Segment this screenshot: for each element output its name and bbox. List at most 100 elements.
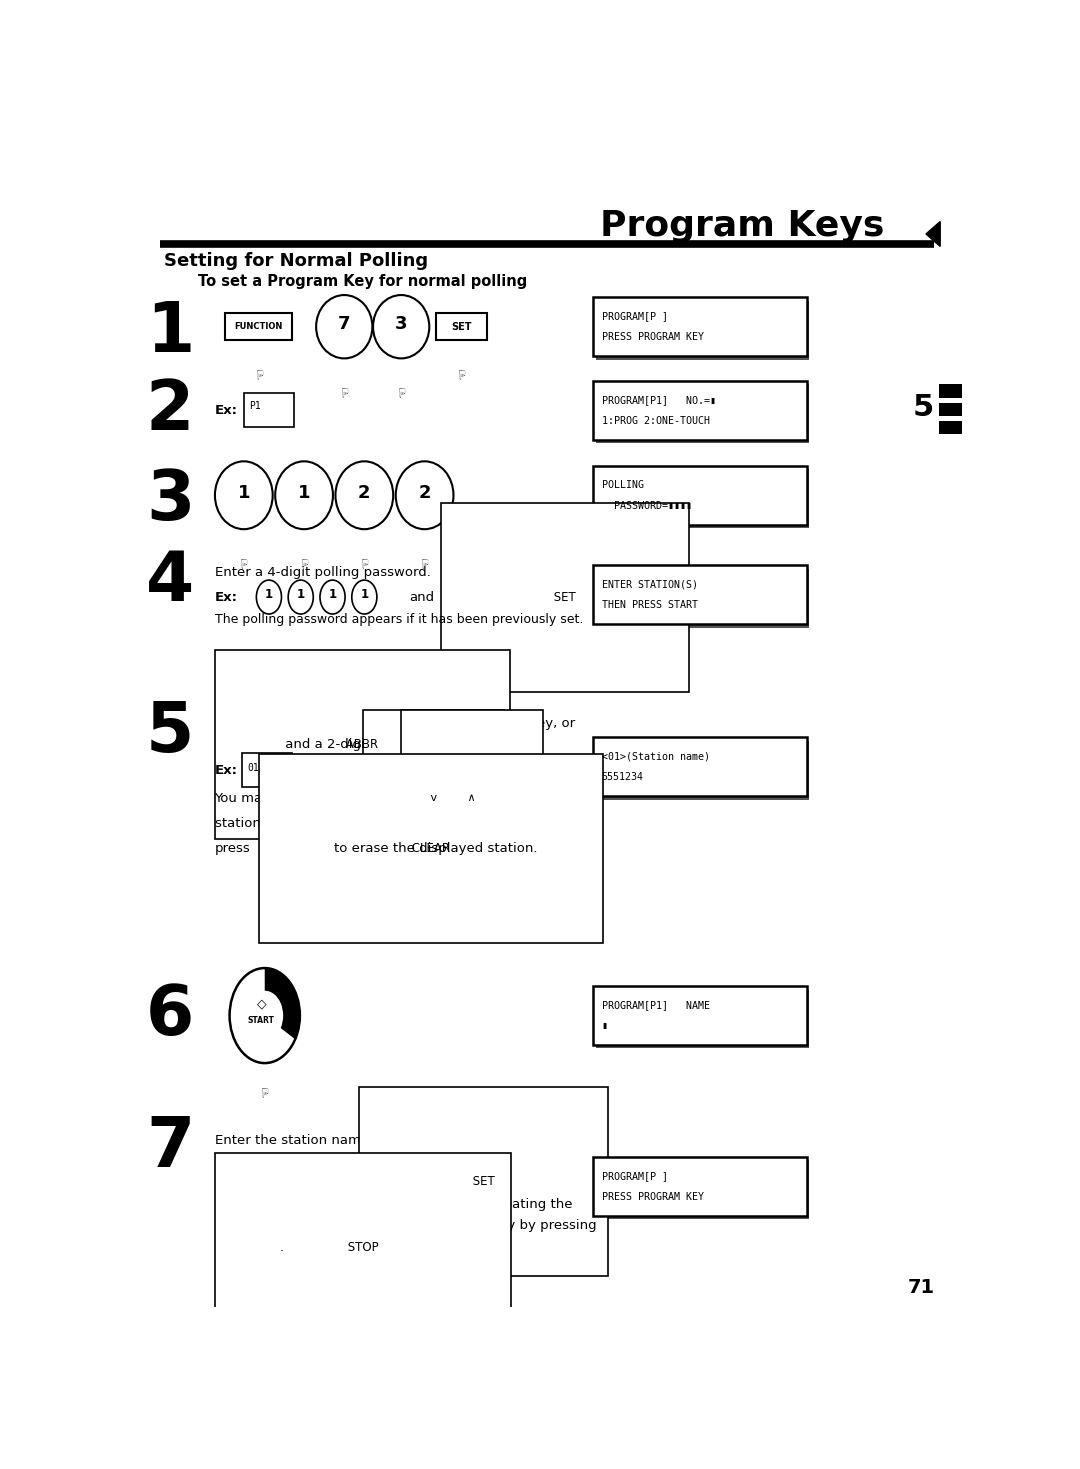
Ellipse shape — [275, 461, 333, 529]
FancyBboxPatch shape — [593, 1158, 807, 1216]
Text: START: START — [248, 1015, 274, 1024]
Text: 01: 01 — [247, 762, 259, 773]
Text: ABBR: ABBR — [342, 737, 382, 751]
Text: ☝: ☝ — [300, 554, 308, 567]
FancyBboxPatch shape — [939, 420, 962, 435]
Ellipse shape — [336, 461, 393, 529]
Circle shape — [256, 580, 282, 614]
Text: 5551234: 5551234 — [602, 773, 644, 783]
Text: ENTER STATION(S): ENTER STATION(S) — [602, 579, 698, 589]
Text: PROGRAM[P ]: PROGRAM[P ] — [602, 1171, 667, 1181]
Text: SET: SET — [550, 591, 580, 604]
Text: 1:PROG 2:ONE-TOUCH: 1:PROG 2:ONE-TOUCH — [602, 416, 710, 426]
Text: 2: 2 — [146, 378, 194, 444]
FancyBboxPatch shape — [242, 754, 293, 787]
Text: PRESS PROGRAM KEY: PRESS PROGRAM KEY — [602, 1191, 704, 1202]
Text: You can now set other Program Keys by repeating the: You can now set other Program Keys by re… — [215, 1199, 573, 1210]
Text: PROGRAM[P ]: PROGRAM[P ] — [602, 311, 667, 322]
FancyBboxPatch shape — [593, 466, 807, 524]
FancyBboxPatch shape — [593, 737, 807, 796]
FancyBboxPatch shape — [939, 403, 962, 416]
Text: ☝: ☝ — [421, 554, 429, 567]
FancyBboxPatch shape — [596, 740, 809, 799]
Text: v: v — [427, 793, 441, 804]
Text: PASSWORD=▮▮▮▮: PASSWORD=▮▮▮▮ — [602, 501, 691, 511]
Text: 3: 3 — [146, 467, 194, 535]
FancyBboxPatch shape — [259, 754, 603, 943]
Text: ▮: ▮ — [602, 1021, 608, 1031]
FancyBboxPatch shape — [593, 380, 807, 439]
Text: 7: 7 — [146, 1115, 194, 1181]
Text: and: and — [409, 591, 434, 604]
FancyBboxPatch shape — [593, 566, 807, 624]
FancyBboxPatch shape — [593, 986, 807, 1044]
Text: Ex:: Ex: — [215, 591, 238, 604]
Text: press: press — [215, 842, 251, 855]
Text: SET: SET — [469, 1175, 498, 1188]
Ellipse shape — [395, 461, 454, 529]
Text: 1: 1 — [297, 588, 305, 601]
Text: 3: 3 — [395, 316, 407, 333]
Text: 1: 1 — [265, 588, 273, 601]
Text: ☝: ☝ — [397, 383, 405, 397]
FancyBboxPatch shape — [215, 1153, 512, 1341]
Text: THEN PRESS START: THEN PRESS START — [602, 601, 698, 611]
Text: ☝: ☝ — [255, 366, 262, 378]
Text: Setting for Normal Polling: Setting for Normal Polling — [164, 253, 429, 270]
FancyBboxPatch shape — [939, 385, 962, 398]
Text: To set a Program Key for normal polling: To set a Program Key for normal polling — [198, 275, 527, 289]
Text: 1: 1 — [328, 588, 337, 601]
FancyBboxPatch shape — [226, 313, 293, 341]
Text: Character keys (see page 10).: Character keys (see page 10). — [215, 1153, 416, 1166]
Text: You may use the: You may use the — [215, 792, 325, 805]
Ellipse shape — [316, 295, 373, 358]
Text: The polling password appears if it has been previously set.: The polling password appears if it has b… — [215, 613, 583, 626]
Text: Enter a 4-digit polling password.: Enter a 4-digit polling password. — [215, 566, 431, 579]
Text: <01>(Station name): <01>(Station name) — [602, 751, 710, 761]
FancyBboxPatch shape — [215, 649, 510, 839]
Text: 1: 1 — [146, 298, 194, 366]
Text: POLLING: POLLING — [602, 480, 644, 489]
Text: 1: 1 — [238, 483, 251, 502]
Polygon shape — [926, 222, 941, 247]
Text: 5: 5 — [146, 699, 194, 767]
FancyBboxPatch shape — [596, 990, 809, 1049]
FancyBboxPatch shape — [596, 301, 809, 360]
Text: Ex:: Ex: — [215, 764, 238, 777]
Text: Ex:: Ex: — [215, 404, 238, 417]
Text: 6: 6 — [146, 983, 194, 1049]
FancyBboxPatch shape — [596, 1161, 809, 1219]
Text: CLEAR: CLEAR — [408, 842, 454, 855]
Text: Enter the station name (up to 15 character) using the: Enter the station name (up to 15 charact… — [215, 1134, 573, 1146]
Text: PROGRAM[P1]   NAME: PROGRAM[P1] NAME — [602, 1000, 710, 1011]
Text: to erase the displayed station.: to erase the displayed station. — [334, 842, 538, 855]
Text: .: . — [280, 1241, 284, 1255]
Text: FUNCTION: FUNCTION — [234, 322, 283, 331]
Text: STOP: STOP — [343, 1241, 382, 1255]
Text: 5: 5 — [913, 392, 934, 422]
Text: or: or — [383, 792, 397, 805]
Text: PRESS PROGRAM KEY: PRESS PROGRAM KEY — [602, 332, 704, 342]
Text: station(s) before going to next step. If you find an error,: station(s) before going to next step. If… — [215, 817, 589, 830]
Text: PROGRAM[P1]   NO.=▮: PROGRAM[P1] NO.=▮ — [602, 395, 716, 405]
Text: 7: 7 — [338, 316, 351, 333]
FancyBboxPatch shape — [593, 297, 807, 355]
FancyBboxPatch shape — [401, 710, 543, 887]
Ellipse shape — [373, 295, 429, 358]
Circle shape — [230, 968, 300, 1064]
Text: 1: 1 — [361, 588, 368, 601]
Circle shape — [352, 580, 377, 614]
Text: 2: 2 — [418, 483, 431, 502]
Text: keys to review the entered: keys to review the entered — [423, 792, 602, 805]
FancyBboxPatch shape — [596, 569, 809, 627]
Text: SET: SET — [451, 322, 472, 332]
FancyBboxPatch shape — [244, 394, 294, 427]
Text: Program Keys: Program Keys — [599, 209, 885, 242]
Text: ∧: ∧ — [464, 793, 480, 804]
Circle shape — [288, 580, 313, 614]
Text: ☝: ☝ — [261, 1084, 269, 1096]
FancyBboxPatch shape — [596, 385, 809, 444]
FancyBboxPatch shape — [436, 313, 486, 341]
FancyBboxPatch shape — [363, 710, 504, 887]
Text: and a 2-digit code.: and a 2-digit code. — [282, 737, 411, 751]
